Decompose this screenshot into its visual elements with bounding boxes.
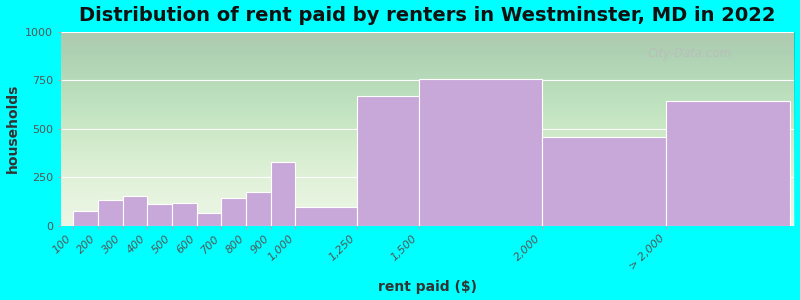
- Title: Distribution of rent paid by renters in Westminster, MD in 2022: Distribution of rent paid by renters in …: [79, 6, 776, 25]
- Bar: [295, 207, 357, 226]
- Y-axis label: households: households: [6, 84, 19, 173]
- Bar: [98, 200, 122, 226]
- Bar: [419, 79, 542, 226]
- Bar: [222, 197, 246, 226]
- Bar: [270, 162, 295, 226]
- Bar: [172, 203, 197, 226]
- Bar: [122, 196, 147, 226]
- Bar: [73, 211, 98, 226]
- Bar: [666, 100, 790, 226]
- Bar: [246, 192, 270, 226]
- Bar: [357, 96, 419, 226]
- Bar: [542, 137, 666, 226]
- Text: City-Data.com: City-Data.com: [648, 47, 732, 60]
- Bar: [147, 204, 172, 226]
- Bar: [197, 213, 222, 226]
- X-axis label: rent paid ($): rent paid ($): [378, 280, 477, 294]
